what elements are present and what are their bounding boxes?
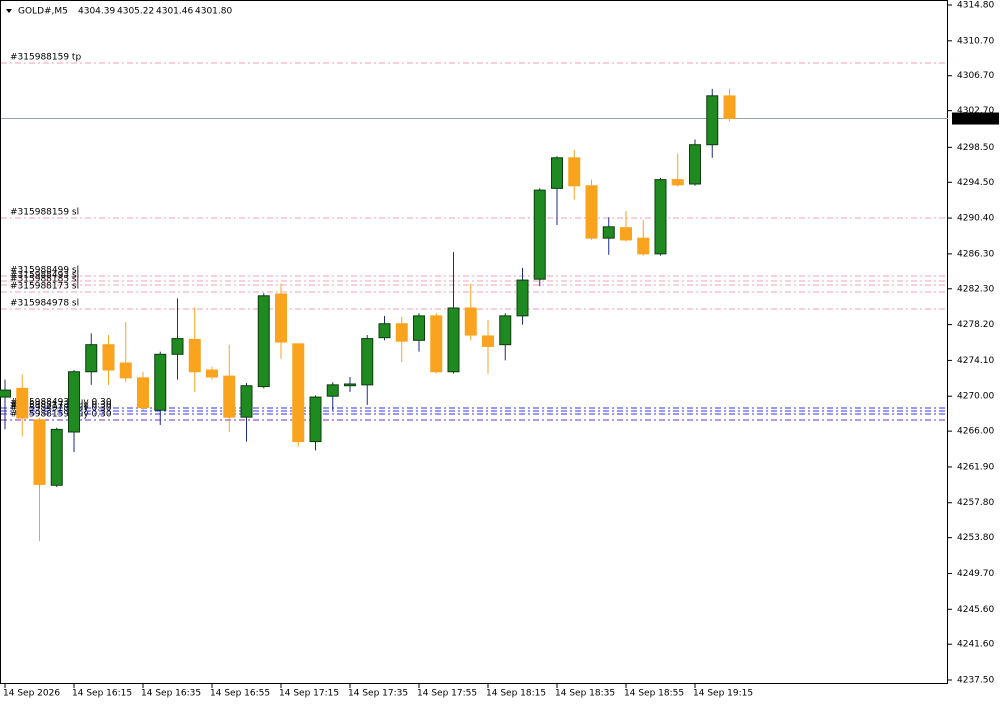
candle-body xyxy=(33,419,46,485)
order-label: #315988173 buy 0.30 xyxy=(10,400,112,410)
candle-body xyxy=(430,315,443,373)
candle-body xyxy=(171,338,184,355)
y-tick-label: 4261.90 xyxy=(957,462,994,472)
order-label: #315988173 sl xyxy=(10,281,79,291)
candle-body xyxy=(240,385,253,418)
candle-body xyxy=(413,315,425,341)
current-price-tag xyxy=(952,112,999,125)
y-tick-label: 4237.50 xyxy=(957,676,994,686)
candle-body xyxy=(620,227,632,241)
candle-body xyxy=(464,307,477,336)
x-tick-label: 14 Sep 19:15 xyxy=(693,689,753,699)
candle-body xyxy=(137,377,149,409)
order-label: #315988185 sl xyxy=(10,274,79,284)
order-label: #315984978 buy 0.30 xyxy=(10,404,112,414)
order-label: #315984978 sl xyxy=(10,299,79,309)
order-label: #315988499 sl xyxy=(10,265,79,275)
candle-body xyxy=(361,338,374,386)
y-tick-label: 4286.30 xyxy=(957,249,994,259)
x-tick-label: 14 Sep 17:55 xyxy=(417,689,477,699)
candle-body xyxy=(119,362,132,379)
y-tick-label: 4290.40 xyxy=(957,214,994,224)
candle-body xyxy=(378,323,391,339)
order-label: #315988159 sl xyxy=(10,207,79,217)
candle-body xyxy=(706,95,719,146)
x-tick-label: 14 Sep 17:35 xyxy=(348,689,408,699)
candle-body xyxy=(551,157,563,189)
candle-body xyxy=(16,387,29,419)
y-tick-label: 4294.50 xyxy=(957,178,994,188)
plot-frame xyxy=(0,0,948,684)
candle-body xyxy=(257,295,270,388)
candle-body xyxy=(326,384,339,397)
current-price-label: 4301.80 xyxy=(955,114,992,124)
candle-body xyxy=(654,179,667,255)
candle-body xyxy=(0,389,11,398)
candle-body xyxy=(689,144,701,185)
candle-body xyxy=(344,383,356,387)
y-tick-label: 4245.60 xyxy=(957,605,994,615)
order-label: #315988493 buy 0.30 xyxy=(10,397,112,407)
candle-body xyxy=(637,237,650,255)
y-tick-label: 4310.70 xyxy=(957,36,994,46)
candle-body xyxy=(50,428,63,486)
candle-body xyxy=(154,353,167,411)
order-label: #315988159 buy 0.30 xyxy=(10,410,112,420)
y-tick-label: 4302.70 xyxy=(957,106,994,116)
x-tick-label: 14 Sep 16:35 xyxy=(141,689,201,699)
y-tick-label: 4314.80 xyxy=(957,1,994,11)
candle-body xyxy=(516,279,529,317)
order-label: #315988159 tp xyxy=(10,52,81,62)
candle-body xyxy=(482,335,494,347)
y-tick-label: 4270.00 xyxy=(957,392,994,402)
header-open: 4304.39 xyxy=(78,7,115,17)
x-tick-label: 14 Sep 16:55 xyxy=(210,689,270,699)
candle-body xyxy=(275,293,287,343)
y-tick-label: 4306.70 xyxy=(957,71,994,81)
candle-body xyxy=(309,396,322,443)
header-low: 4301.46 xyxy=(156,7,193,17)
y-tick-label: 4266.00 xyxy=(957,427,994,437)
header-high: 4305.22 xyxy=(117,7,154,17)
x-tick-label: 14 Sep 18:15 xyxy=(486,689,546,699)
candle-body xyxy=(671,179,684,186)
candle-body xyxy=(585,185,598,239)
candle-body xyxy=(223,375,236,418)
candle-body xyxy=(602,226,615,239)
y-tick-label: 4298.50 xyxy=(957,143,994,153)
x-tick-label: 14 Sep 18:55 xyxy=(624,689,684,699)
menu-arrow[interactable] xyxy=(6,9,12,13)
x-tick-label: 14 Sep 18:35 xyxy=(555,689,615,699)
y-tick-label: 4241.60 xyxy=(957,640,994,650)
candle-body xyxy=(499,315,512,346)
candle-body xyxy=(68,371,80,433)
x-tick-label: 14 Sep 2026 xyxy=(3,689,60,699)
candle-body xyxy=(533,189,546,280)
candle-body xyxy=(85,344,98,373)
candle-body xyxy=(188,338,201,373)
candle-body xyxy=(395,323,408,342)
candle-body xyxy=(206,369,218,378)
candle-body xyxy=(723,95,736,120)
candle-body xyxy=(292,343,305,443)
y-tick-label: 4249.70 xyxy=(957,569,994,579)
y-tick-label: 4274.10 xyxy=(957,356,994,366)
order-label: #315988493 sl xyxy=(10,270,79,280)
y-tick-label: 4282.30 xyxy=(957,284,994,294)
y-tick-label: 4278.20 xyxy=(957,320,994,330)
candle-body xyxy=(102,344,115,371)
x-tick-label: 14 Sep 16:15 xyxy=(72,689,132,699)
candle-body xyxy=(447,307,460,373)
y-tick-label: 4257.80 xyxy=(957,498,994,508)
candle-body xyxy=(568,157,581,187)
header-close: 4301.80 xyxy=(195,7,232,17)
y-tick-label: 4253.80 xyxy=(957,533,994,543)
x-tick-label: 14 Sep 17:15 xyxy=(279,689,339,699)
chart-title: GOLD#,M5 xyxy=(18,7,68,17)
